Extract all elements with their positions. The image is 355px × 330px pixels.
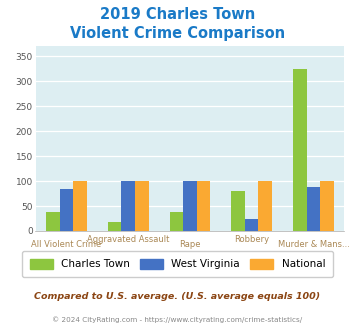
Text: 2019 Charles Town: 2019 Charles Town [100, 7, 255, 21]
Bar [293, 69, 307, 231]
Bar [245, 218, 258, 231]
Bar [60, 188, 73, 231]
Bar [108, 222, 121, 231]
Text: Murder & Mans...: Murder & Mans... [278, 240, 349, 249]
Bar [183, 181, 197, 231]
Text: Violent Crime Comparison: Violent Crime Comparison [70, 26, 285, 41]
Text: © 2024 CityRating.com - https://www.cityrating.com/crime-statistics/: © 2024 CityRating.com - https://www.city… [53, 317, 302, 323]
Text: Rape: Rape [179, 240, 201, 249]
Bar [135, 181, 148, 231]
Bar [307, 187, 320, 231]
Text: All Violent Crime: All Violent Crime [31, 240, 102, 249]
Bar [121, 181, 135, 231]
Bar [170, 212, 183, 231]
Text: Robbery: Robbery [234, 235, 269, 244]
Bar [73, 181, 87, 231]
Text: Compared to U.S. average. (U.S. average equals 100): Compared to U.S. average. (U.S. average … [34, 292, 321, 301]
Bar [320, 181, 334, 231]
Bar [197, 181, 210, 231]
Legend: Charles Town, West Virginia, National: Charles Town, West Virginia, National [22, 251, 333, 277]
Bar [46, 212, 60, 231]
Text: Aggravated Assault: Aggravated Assault [87, 235, 169, 244]
Bar [231, 191, 245, 231]
Bar [258, 181, 272, 231]
